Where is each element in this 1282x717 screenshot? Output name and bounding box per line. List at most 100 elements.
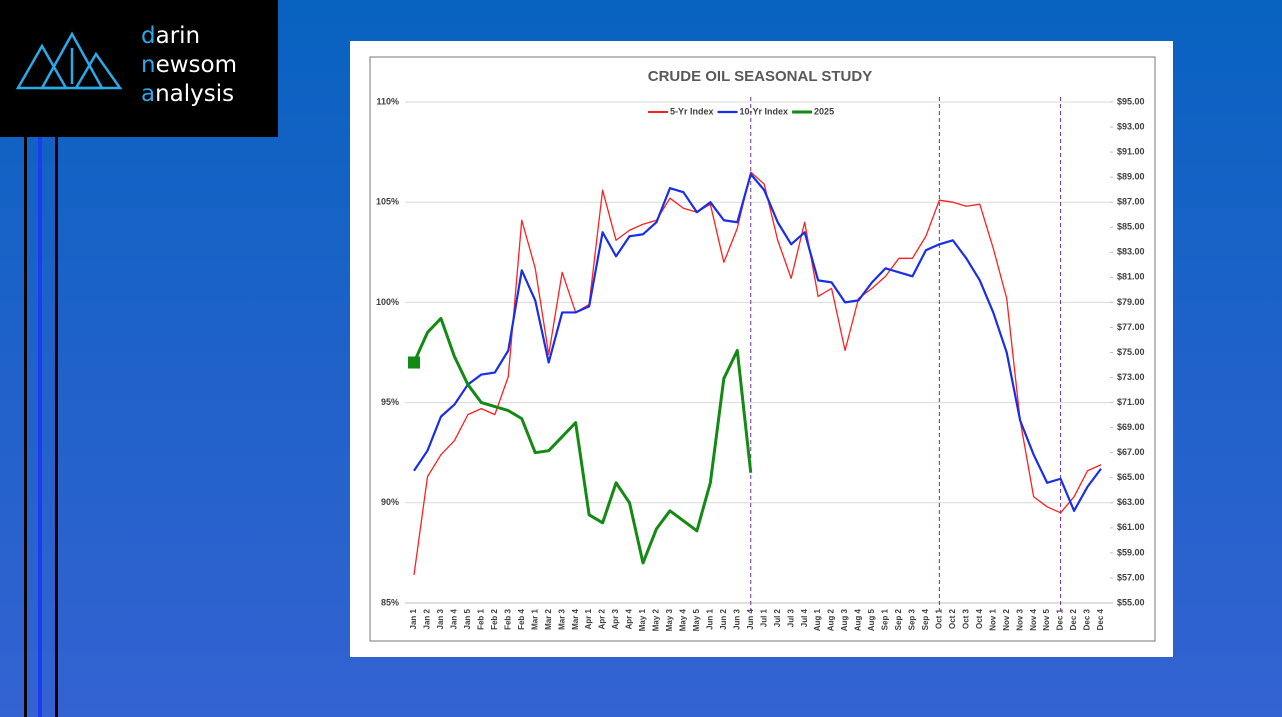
y2-tick-label: $61.00 [1117, 522, 1145, 532]
x-tick-label: Sep 4 [921, 608, 930, 630]
x-tick-label: Aug 2 [827, 608, 836, 631]
y2-tick-label: $59.00 [1117, 547, 1145, 557]
x-tick-label: Oct 1 [934, 608, 943, 629]
deco-line [55, 137, 58, 717]
x-tick-label: Mar 4 [571, 608, 580, 629]
line-series [413, 171, 1102, 576]
y2-tick-label: $95.00 [1117, 96, 1145, 106]
x-tick-label: Jan 1 [409, 608, 418, 629]
y2-tick-label: $79.00 [1117, 297, 1145, 307]
x-tick-label: Nov 3 [1015, 608, 1024, 630]
x-tick-label: Feb 4 [517, 608, 526, 629]
x-tick-label: Jan 4 [450, 608, 459, 629]
x-tick-label: Nov 2 [1002, 608, 1011, 630]
logo-word: newsom [141, 52, 237, 78]
logo-word: analysis [141, 81, 235, 107]
y-tick-label: 110% [376, 96, 399, 106]
x-tick-label: Dec 2 [1069, 608, 1078, 630]
x-tick-label: Jun 2 [719, 608, 728, 629]
x-tick-label: Jul 2 [773, 608, 782, 627]
x-tick-label: Apr 1 [584, 608, 593, 629]
x-tick-label: Jul 1 [759, 608, 768, 627]
x-tick-label: Sep 1 [881, 608, 890, 630]
y2-tick-label: $65.00 [1117, 472, 1145, 482]
y-tick-label: 85% [381, 597, 399, 607]
x-tick-label: Jul 4 [800, 608, 809, 627]
x-tick-label: Jul 3 [786, 608, 795, 627]
x-tick-label: Mar 2 [544, 608, 553, 629]
y2-tick-label: $85.00 [1117, 222, 1145, 232]
y-tick-label: 100% [376, 297, 399, 307]
x-tick-label: Jan 3 [436, 608, 445, 629]
logo-mark [15, 31, 123, 90]
x-tick-label: Mar 1 [530, 608, 539, 629]
deco-line [38, 137, 42, 717]
y2-tick-label: $57.00 [1117, 572, 1145, 582]
x-tick-label: May 4 [679, 608, 688, 631]
x-tick-label: Dec 1 [1056, 608, 1065, 630]
x-tick-label: Jan 2 [423, 608, 432, 629]
x-tick-label: Oct 3 [961, 608, 970, 629]
chart-frame [350, 41, 1173, 657]
y-tick-label: 105% [376, 197, 399, 207]
x-tick-label: Nov 4 [1029, 608, 1038, 630]
x-tick-label: Dec 4 [1096, 608, 1105, 630]
x-tick-label: Nov 5 [1042, 608, 1051, 630]
x-tick-label: Aug 1 [813, 608, 822, 631]
x-tick-label: Oct 4 [975, 608, 984, 629]
x-tick-label: Feb 2 [490, 608, 499, 629]
y2-tick-label: $75.00 [1117, 347, 1145, 357]
y2-tick-label: $77.00 [1117, 322, 1145, 332]
y2-tick-label: $89.00 [1117, 172, 1145, 182]
x-tick-label: Sep 2 [894, 608, 903, 630]
y-tick-label: 90% [381, 497, 399, 507]
legend-label: 5-Yr Index [670, 106, 714, 116]
y2-tick-label: $55.00 [1117, 597, 1145, 607]
deco-line [24, 137, 27, 717]
x-tick-label: Apr 4 [625, 608, 634, 629]
y2-tick-label: $87.00 [1117, 197, 1145, 207]
x-tick-label: Feb 1 [476, 608, 485, 629]
y2-tick-label: $71.00 [1117, 397, 1145, 407]
x-tick-label: May 1 [638, 608, 647, 631]
legend-label: 10-Yr Index [740, 106, 789, 116]
x-tick-label: Sep 3 [908, 608, 917, 630]
logo-words: darin newsom analysis [141, 22, 237, 109]
x-tick-label: May 3 [665, 608, 674, 631]
logo-word: darin [141, 23, 201, 49]
x-tick-label: Jan 5 [463, 608, 472, 629]
y2-tick-label: $81.00 [1117, 272, 1145, 282]
y2-tick-label: $63.00 [1117, 497, 1145, 507]
x-tick-label: May 2 [652, 608, 661, 631]
x-tick-label: Aug 3 [840, 608, 849, 631]
y2-tick-label: $93.00 [1117, 121, 1145, 131]
x-tick-label: Jun 4 [746, 608, 755, 629]
line-series [412, 316, 753, 565]
chart-title: CRUDE OIL SEASONAL STUDY [648, 68, 872, 85]
y2-tick-label: $91.00 [1117, 146, 1145, 156]
point-marker [408, 356, 420, 369]
x-tick-label: Mar 3 [557, 608, 566, 629]
x-tick-label: Dec 3 [1083, 608, 1092, 630]
y-tick-label: 95% [381, 397, 399, 407]
legend-label: 2025 [814, 106, 834, 116]
x-tick-label: May 5 [692, 608, 701, 631]
y2-tick-label: $83.00 [1117, 247, 1145, 257]
x-tick-label: Nov 1 [988, 608, 997, 630]
logo: darin newsom analysis [0, 0, 278, 137]
y2-tick-label: $69.00 [1117, 422, 1145, 432]
x-tick-label: Apr 2 [598, 608, 607, 629]
x-tick-label: Jun 1 [705, 608, 714, 629]
plot-border [369, 56, 1156, 642]
y2-tick-label: $73.00 [1117, 372, 1145, 382]
x-tick-label: Aug 4 [854, 608, 863, 631]
line-series [413, 173, 1102, 512]
x-tick-label: Jun 3 [732, 608, 741, 629]
x-tick-label: Oct 2 [948, 608, 957, 629]
y2-tick-label: $67.00 [1117, 447, 1145, 457]
x-tick-label: Feb 3 [503, 608, 512, 629]
x-tick-label: Aug 5 [867, 608, 876, 631]
x-tick-label: Apr 3 [611, 608, 620, 629]
